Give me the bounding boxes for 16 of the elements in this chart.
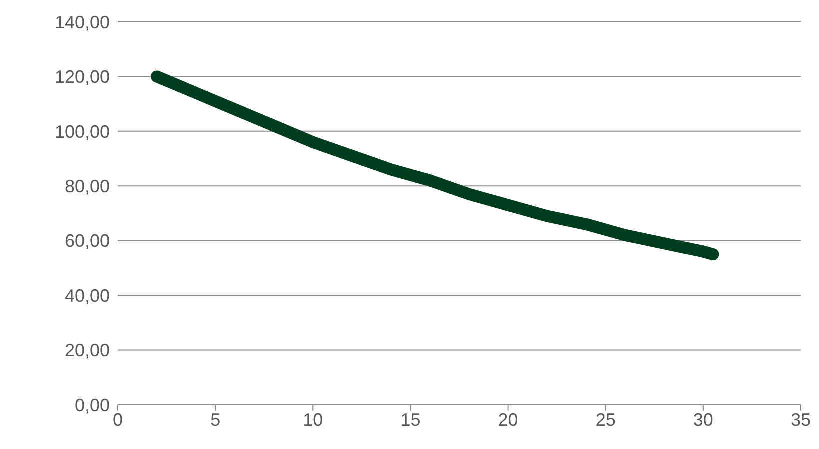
y-tick-label: 120,00: [54, 67, 110, 88]
x-tick-label: 25: [596, 410, 616, 430]
x-tick-label: 5: [210, 410, 221, 430]
y-tick-label: 0,00: [74, 395, 110, 416]
x-tick-label: 35: [790, 410, 812, 430]
y-tick-label: 40,00: [64, 286, 110, 306]
x-tick-label: 20: [498, 410, 518, 430]
y-tick-label: 140,00: [54, 12, 110, 32]
y-tick-label: 80,00: [64, 176, 110, 197]
y-tick-label: 60,00: [64, 231, 110, 252]
y-tick-label: 20,00: [64, 340, 110, 361]
x-tick-label: 10: [303, 410, 324, 430]
x-tick-label: 15: [400, 410, 421, 430]
y-tick-label: 100,00: [54, 122, 110, 142]
x-tick-label: 0: [112, 410, 124, 430]
x-tick-label: 30: [693, 410, 714, 430]
